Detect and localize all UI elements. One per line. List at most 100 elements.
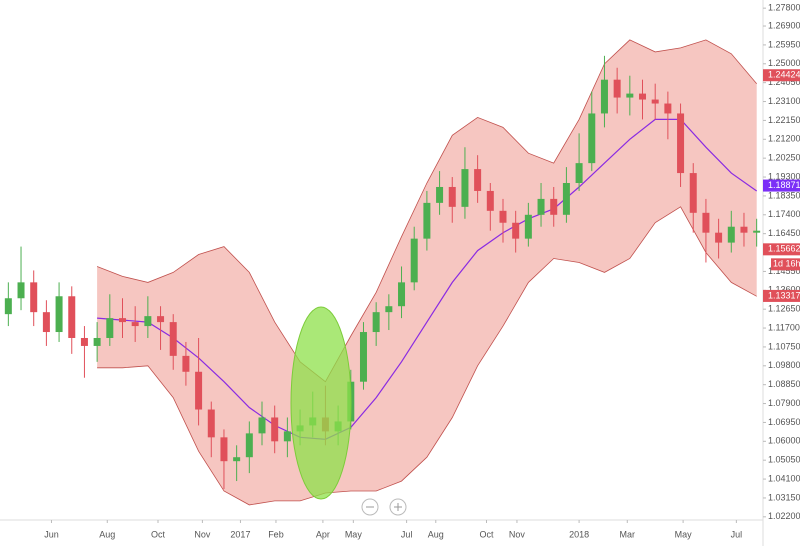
y-tick-label: 1.24050 [768, 77, 800, 87]
candle-body [753, 230, 761, 233]
candle-body [423, 202, 431, 239]
band-upper [96, 39, 758, 383]
candle-body [461, 169, 469, 207]
x-tick-label: 2018 [569, 529, 589, 539]
y-tick-label: 1.13600 [768, 285, 800, 295]
candle-body [30, 282, 38, 313]
candle-body [727, 226, 735, 243]
price-label-box [763, 69, 800, 82]
candle-body [245, 433, 253, 458]
x-tick-label: Oct [151, 529, 166, 539]
candle-body [588, 113, 596, 164]
candle-body [118, 318, 126, 323]
candle-body [626, 93, 634, 98]
y-tick-label: 1.11700 [768, 322, 800, 332]
candle-body [575, 163, 583, 184]
x-tick-label: May [675, 529, 693, 539]
y-tick-label: 1.27800 [768, 3, 800, 13]
candle-body [4, 298, 12, 315]
y-tick-label: 1.05050 [768, 455, 800, 465]
candle-body [55, 296, 63, 333]
candle-body [740, 226, 748, 233]
price-label-box [763, 243, 800, 256]
candle-body [42, 312, 50, 333]
y-tick-label: 1.21200 [768, 134, 800, 144]
x-tick-label: May [345, 529, 363, 539]
price-label-box [763, 179, 800, 192]
candle-body [436, 186, 444, 203]
candle-body [664, 103, 672, 114]
y-tick-label: 1.17400 [768, 209, 800, 219]
band-lower [97, 206, 757, 506]
candle-body [80, 337, 88, 346]
candle-body [562, 183, 570, 215]
candle-body [157, 316, 165, 323]
y-tick-label: 1.10750 [768, 341, 800, 351]
band-middle [97, 118, 758, 440]
y-tick-label: 1.09800 [768, 360, 800, 370]
candle-body [385, 306, 393, 313]
candle-body [639, 93, 647, 100]
y-tick-label: 1.23100 [768, 96, 800, 106]
x-tick-label: Jul [401, 529, 413, 539]
candle-body [207, 409, 215, 438]
x-tick-label: Jul [731, 529, 743, 539]
candle-body [258, 417, 266, 434]
zoom-out-button[interactable] [361, 498, 379, 516]
candle-body [169, 322, 177, 356]
price-label: 1.13317 [768, 290, 800, 300]
y-tick-label: 1.19300 [768, 171, 800, 181]
x-tick-label: Mar [620, 529, 636, 539]
candle-body [499, 210, 507, 223]
y-tick-label: 1.14550 [768, 266, 800, 276]
candle-body [600, 79, 608, 114]
y-tick-label: 1.06950 [768, 417, 800, 427]
candle-body [702, 212, 710, 233]
y-tick-label: 1.07900 [768, 398, 800, 408]
candle-body [283, 431, 291, 442]
candle-body [182, 355, 190, 372]
candle-body [195, 371, 203, 410]
candle-body [17, 282, 25, 299]
price-label: 1.18871 [768, 180, 800, 190]
candle-body [410, 238, 418, 283]
highlight-ellipse [290, 306, 352, 500]
x-tick-label: Nov [509, 529, 526, 539]
candle-body [613, 79, 621, 98]
candle-body [220, 437, 228, 462]
candle-body [93, 337, 101, 346]
countdown-label: 1d 16h [773, 259, 800, 269]
candle-body [715, 232, 723, 243]
x-tick-label: Feb [268, 529, 284, 539]
price-label: 1.24424 [768, 70, 800, 80]
candle-body [550, 198, 558, 215]
x-tick-label: Oct [479, 529, 494, 539]
candle-body [398, 282, 406, 307]
candle-body [372, 312, 380, 333]
y-tick-label: 1.02200 [768, 511, 800, 521]
y-tick-label: 1.08850 [768, 379, 800, 389]
candle-body [512, 222, 520, 239]
x-tick-label: Aug [99, 529, 115, 539]
price-label: 1.15662 [768, 244, 800, 254]
y-tick-label: 1.22150 [768, 115, 800, 125]
candle-body [689, 173, 697, 213]
countdown-box [771, 258, 800, 271]
x-tick-label: 2017 [230, 529, 250, 539]
x-tick-label: Aug [428, 529, 444, 539]
y-tick-label: 1.25000 [768, 58, 800, 68]
candle-body [474, 169, 482, 191]
y-tick-label: 1.20250 [768, 153, 800, 163]
y-tick-label: 1.16450 [768, 228, 800, 238]
candle-body [524, 214, 532, 239]
candle-body [271, 417, 279, 442]
candle-body [486, 190, 494, 211]
y-tick-label: 1.04100 [768, 473, 800, 483]
zoom-in-button[interactable] [389, 498, 407, 516]
plot-area [4, 39, 761, 506]
candle-body [68, 296, 76, 338]
candle-body [131, 322, 139, 327]
candle-body [359, 332, 367, 382]
